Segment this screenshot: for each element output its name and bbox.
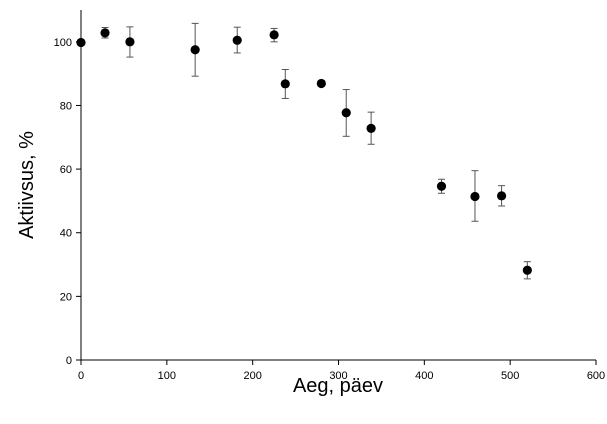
x-tick-label: 200	[243, 370, 261, 382]
x-tick-label: 100	[158, 370, 176, 382]
data-point	[190, 45, 200, 55]
data-point	[436, 181, 447, 191]
data-point	[76, 37, 86, 48]
y-tick-label: 40	[60, 228, 72, 240]
y-tick-label: 80	[60, 100, 72, 112]
x-tick-label: 400	[415, 370, 433, 382]
data-point	[522, 265, 532, 275]
y-axis-title: Aktiivsus, %	[16, 131, 38, 239]
data-point	[470, 191, 480, 202]
error-bars	[101, 22, 531, 280]
data-point	[496, 191, 507, 201]
y-tick-label: 60	[60, 164, 72, 176]
x-axis-title: Aeg, päev	[293, 375, 383, 397]
data-point	[280, 79, 290, 89]
y-tick-label: 0	[66, 355, 72, 367]
x-tick-label: 500	[501, 370, 519, 382]
ticks: 0 100 200 300 400 500 600 0 20 40 60 80 100	[54, 37, 606, 382]
data-points	[76, 28, 532, 275]
data-point	[341, 108, 351, 118]
y-tick-label: 20	[60, 291, 72, 303]
data-point	[125, 37, 135, 47]
x-tick-label: 300	[329, 370, 347, 382]
data-point	[100, 28, 110, 38]
x-tick-label: 0	[78, 370, 84, 382]
axes	[80, 10, 596, 361]
x-tick-label: 600	[587, 370, 605, 382]
data-point	[316, 78, 326, 89]
data-point	[232, 35, 242, 45]
y-tick-label: 100	[54, 37, 72, 49]
data-point	[366, 123, 376, 133]
data-point	[269, 30, 279, 40]
